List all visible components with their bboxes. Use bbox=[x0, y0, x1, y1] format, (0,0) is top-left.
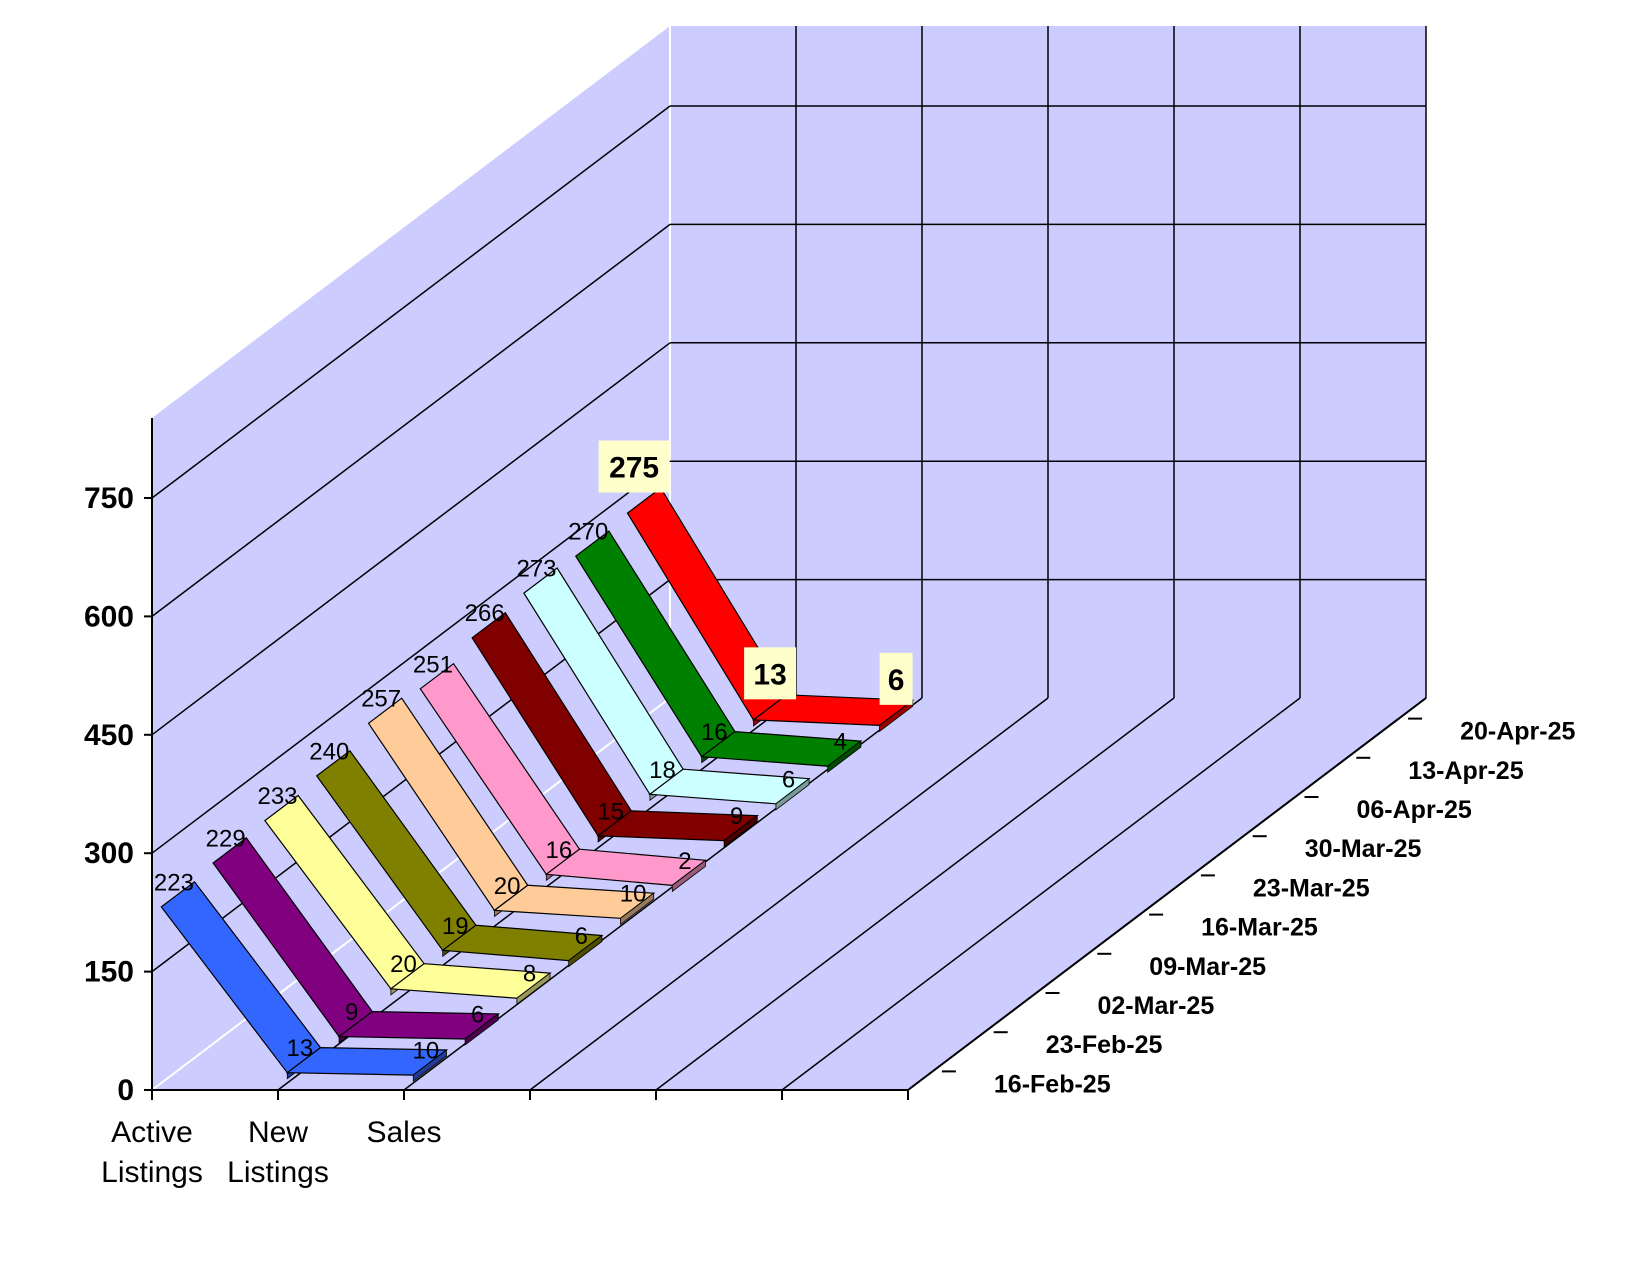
y-tick-label: 600 bbox=[84, 600, 134, 633]
data-label: 6 bbox=[888, 664, 905, 697]
data-label: 273 bbox=[516, 556, 556, 583]
data-label: 6 bbox=[575, 923, 588, 950]
series-ribbon bbox=[264, 794, 552, 1006]
date-label: 13-Apr-25 bbox=[1408, 757, 1523, 785]
data-label: 19 bbox=[442, 913, 469, 940]
data-label: 13 bbox=[753, 658, 786, 691]
series-ribbon bbox=[315, 749, 604, 968]
floor-gridline bbox=[781, 697, 1301, 1091]
data-label-box bbox=[598, 440, 670, 493]
chart-data-labels: 223 13 10 229 9 6 233 20 8 240 19 6 257 20 10 251 16 2 266… bbox=[154, 440, 913, 1065]
y-tick-label: 300 bbox=[84, 837, 134, 870]
side-gridline bbox=[151, 105, 671, 499]
data-label: 16 bbox=[546, 837, 573, 864]
data-label: 266 bbox=[465, 600, 505, 627]
date-label: 06-Apr-25 bbox=[1357, 796, 1472, 824]
category-label: Sales bbox=[366, 1116, 441, 1149]
y-tick-label: 450 bbox=[84, 719, 134, 752]
side-gridline bbox=[151, 342, 671, 736]
series-segment-edge bbox=[568, 934, 603, 968]
data-label: 18 bbox=[649, 757, 676, 784]
category-label: Active bbox=[111, 1116, 193, 1149]
series-segment-edge bbox=[775, 777, 810, 811]
z-axis bbox=[907, 697, 1427, 1091]
data-label-box bbox=[744, 647, 797, 700]
y-tick-label: 0 bbox=[117, 1074, 134, 1107]
date-label: 16-Mar-25 bbox=[1201, 914, 1318, 942]
series-segment-edge bbox=[516, 972, 551, 1006]
chart-axes: 0 150 300 450 600 750 Active Listings New Listing… bbox=[84, 418, 1576, 1189]
data-label: 270 bbox=[568, 519, 608, 546]
data-label: 15 bbox=[597, 798, 624, 825]
data-label: 8 bbox=[523, 961, 536, 988]
data-label: 10 bbox=[620, 881, 647, 908]
data-label: 16 bbox=[701, 719, 728, 746]
series-ribbon bbox=[471, 611, 760, 848]
data-label-box bbox=[879, 652, 913, 705]
date-label: 16-Feb-25 bbox=[994, 1070, 1111, 1098]
data-label: 257 bbox=[361, 686, 401, 713]
y-tick-label: 150 bbox=[84, 956, 134, 989]
category-label: Listings bbox=[227, 1156, 329, 1189]
data-label: 20 bbox=[494, 873, 521, 900]
chart-grid bbox=[151, 26, 1427, 1091]
data-label: 9 bbox=[730, 803, 743, 830]
chart-series bbox=[160, 487, 915, 1082]
data-label: 20 bbox=[390, 951, 417, 978]
data-label: 229 bbox=[206, 825, 246, 852]
category-label: Listings bbox=[101, 1156, 203, 1189]
data-label: 240 bbox=[309, 738, 349, 765]
floor-gridline bbox=[655, 697, 1175, 1091]
data-label: 6 bbox=[782, 766, 795, 793]
data-label: 4 bbox=[834, 729, 847, 756]
date-label: 23-Feb-25 bbox=[1046, 1031, 1163, 1059]
series-segment-edge bbox=[723, 814, 758, 848]
series-segment-edge bbox=[412, 1049, 447, 1082]
data-label: 6 bbox=[471, 1001, 484, 1028]
series-segment-edge bbox=[620, 892, 655, 926]
date-label: 09-Mar-25 bbox=[1149, 953, 1266, 981]
series-segment-edge bbox=[827, 740, 862, 774]
data-label: 233 bbox=[257, 783, 297, 810]
data-label: 251 bbox=[413, 651, 453, 678]
category-label: New bbox=[248, 1116, 308, 1149]
series-ribbon bbox=[212, 837, 501, 1046]
data-label: 275 bbox=[609, 452, 659, 485]
series-ribbon bbox=[574, 530, 863, 774]
date-label: 20-Apr-25 bbox=[1460, 718, 1575, 746]
data-label: 2 bbox=[678, 848, 691, 875]
series-ribbon bbox=[419, 662, 708, 893]
data-label: 223 bbox=[154, 869, 194, 896]
date-label: 30-Mar-25 bbox=[1305, 835, 1422, 863]
side-gridline bbox=[151, 223, 671, 617]
data-label: 10 bbox=[413, 1038, 440, 1065]
series-ribbon bbox=[523, 567, 811, 811]
side-gridline bbox=[151, 460, 671, 854]
series-segment-edge bbox=[671, 859, 706, 893]
date-label: 23-Mar-25 bbox=[1253, 874, 1370, 902]
data-label: 13 bbox=[287, 1035, 314, 1062]
series-ribbon bbox=[367, 697, 656, 926]
data-label: 9 bbox=[345, 999, 358, 1026]
y-tick-label: 750 bbox=[84, 482, 134, 515]
series-segment-edge bbox=[879, 699, 914, 733]
series-ribbon bbox=[160, 880, 449, 1082]
floor-gridline bbox=[529, 697, 1049, 1091]
series-segment-edge bbox=[464, 1013, 499, 1046]
date-label: 02-Mar-25 bbox=[1098, 992, 1215, 1020]
